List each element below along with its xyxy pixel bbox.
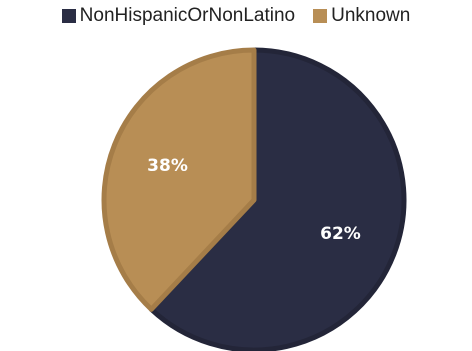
pie-slice-nonhispanicornonlatino[interactable] — [148, 47, 407, 351]
legend-item-nonhispanic[interactable]: NonHispanicOrNonLatino — [61, 5, 296, 27]
legend-label-unknown: Unknown — [331, 5, 411, 26]
pie-labels: 62% 38% — [147, 156, 361, 244]
data-label-unknown: 38% — [147, 156, 188, 176]
pie-slice-unknown[interactable] — [101, 47, 257, 312]
data-label-nonhispanicornonlatino: 62% — [320, 224, 361, 244]
legend-item-unknown[interactable]: Unknown — [313, 5, 410, 27]
legend-swatch-unknown — [313, 9, 328, 23]
legend-swatch-nonhispanic — [61, 9, 76, 23]
legend-label-nonhispanic: NonHispanicOrNonLatino — [79, 5, 296, 26]
pie-slices — [101, 47, 407, 351]
chart-legend: NonHispanicOrNonLatino Unknown — [0, 2, 472, 30]
